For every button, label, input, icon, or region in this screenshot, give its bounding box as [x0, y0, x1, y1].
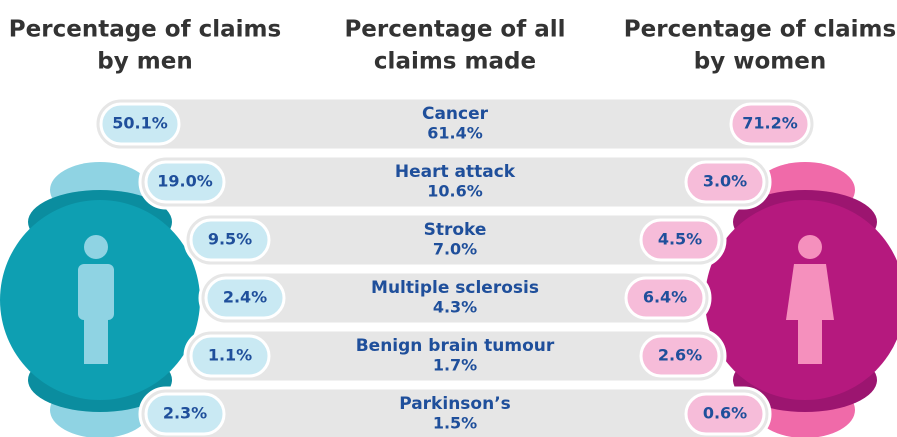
women-value: 3.0%	[703, 172, 747, 191]
row-band	[138, 154, 772, 210]
row-band	[183, 212, 727, 268]
women-value: 71.2%	[742, 114, 798, 133]
men-pill	[189, 334, 271, 378]
women-pill	[684, 392, 766, 436]
women-value: 2.6%	[658, 346, 702, 365]
condition-name: Cancer	[422, 104, 489, 124]
men-value: 1.1%	[208, 346, 252, 365]
men-figure	[0, 162, 200, 437]
row-band	[93, 96, 817, 152]
men-value: 2.3%	[163, 404, 207, 423]
men-value: 19.0%	[157, 172, 213, 191]
men-pill	[144, 160, 226, 204]
men-pill	[144, 392, 226, 436]
all-value: 4.3%	[433, 298, 477, 317]
men-value: 2.4%	[223, 288, 267, 307]
men-value: 50.1%	[112, 114, 168, 133]
all-value: 7.0%	[433, 240, 477, 259]
column-header: Percentage of claims	[9, 17, 281, 43]
men-pill	[99, 102, 181, 146]
women-pill	[684, 160, 766, 204]
women-pill	[639, 218, 721, 262]
row-band	[198, 270, 712, 326]
row-band	[183, 328, 727, 384]
women-pill	[729, 102, 811, 146]
condition-name: Heart attack	[395, 162, 516, 182]
women-value: 4.5%	[658, 230, 702, 249]
men-pill	[189, 218, 271, 262]
condition-name: Multiple sclerosis	[371, 278, 539, 298]
row-band	[138, 386, 772, 437]
all-value: 1.7%	[433, 356, 477, 375]
women-figure	[705, 162, 897, 437]
men-pill	[204, 276, 286, 320]
men-value: 9.5%	[208, 230, 252, 249]
women-value: 6.4%	[643, 288, 687, 307]
condition-name: Stroke	[424, 220, 487, 240]
column-header: by women	[694, 49, 826, 75]
column-header: claims made	[374, 49, 536, 75]
column-header: Percentage of all	[344, 17, 565, 43]
women-pill	[639, 334, 721, 378]
all-value: 10.6%	[427, 182, 483, 201]
condition-name: Parkinson’s	[399, 394, 511, 414]
women-pill	[624, 276, 706, 320]
all-value: 1.5%	[433, 414, 477, 433]
column-header: Percentage of claims	[624, 17, 896, 43]
all-value: 61.4%	[427, 124, 483, 143]
women-value: 0.6%	[703, 404, 747, 423]
condition-name: Benign brain tumour	[356, 336, 555, 356]
column-header: by men	[97, 49, 192, 75]
